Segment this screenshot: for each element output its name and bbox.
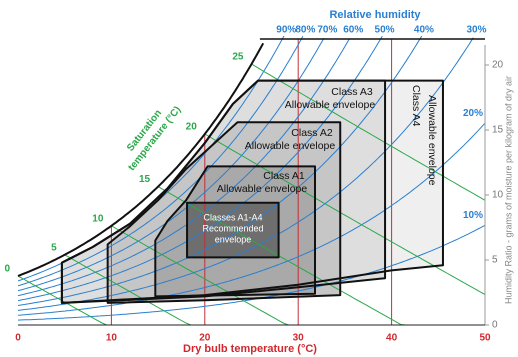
envelope-label: Allowable envelope [285,99,376,111]
rh-curve [18,36,383,302]
saturation-temp-label: 15 [139,174,151,185]
envelope-outline [60,79,387,304]
envelope-outline [106,121,342,304]
rh-curve [18,37,325,292]
x-tick-label: 0 [15,333,21,344]
envelope-label: Classes A1-A4 [203,212,262,222]
saturation-temp-label: 25 [232,52,244,63]
rh-label: 10% [463,210,483,221]
saturation-temp-line [157,186,406,326]
rh-label: 70% [317,25,337,36]
y-tick-label: 20 [492,60,504,71]
saturation-temp-line [111,225,290,326]
y-tick-label: 10 [492,190,504,201]
envelope-label: Allowable envelope [426,95,438,186]
saturation-temp-line [251,63,486,201]
envelope-label: Recommended [202,223,263,233]
envelope-label: Allowable envelope [245,140,336,152]
y-tick-label: 5 [492,255,498,266]
rh-label: 60% [343,25,363,36]
rh-curve [18,36,423,306]
envelope-label: Class A3 [331,86,373,98]
envelope-label: Class A2 [291,127,333,139]
saturation-temp-label: 10 [92,213,104,224]
saturation-temp-label: 5 [51,242,57,253]
envelope-label: Allowable envelope [217,183,308,195]
x-tick-label: 30 [293,333,305,344]
saturation-label: Saturation temperature (°C) [125,104,183,173]
envelope-label: envelope [215,234,252,244]
x-tick-label: 50 [479,333,491,344]
saturation-temp-line [204,133,486,295]
x-tick-label: 20 [199,333,211,344]
saturation-temp-label: 0 [4,264,10,275]
saturation-curve [17,42,265,277]
rh-curve [18,37,474,311]
rh-label: 90% [276,25,296,36]
envelope-label: Class A4 [410,85,422,127]
rh-label: 80% [295,25,315,36]
y-axis-label: Humidity Ratio - grams of moisture per k… [503,76,513,304]
y-tick-label: 15 [492,125,504,136]
envelope-label: Class A1 [263,170,305,182]
envelope-outline [154,165,317,298]
rh-label: 20% [463,108,483,119]
rh-label: 40% [414,25,434,36]
rh-curve [18,36,304,287]
rh-label: 50% [375,25,395,36]
saturation-temp-label: 20 [186,122,198,133]
rh-curve [18,224,486,321]
rh-curve [18,122,486,316]
x-axis-label: Dry bulb temperature (°C) [183,343,317,355]
y-tick-label: 0 [492,320,498,331]
rh-title: Relative humidity [329,9,421,21]
saturation-temp-line [64,254,191,326]
envelope-outlines [60,79,444,304]
envelope-outline [186,201,280,259]
rh-label: 30% [466,25,486,36]
x-tick-label: 40 [386,333,398,344]
psychro-lines [18,36,486,326]
x-tick-label: 10 [106,333,118,344]
